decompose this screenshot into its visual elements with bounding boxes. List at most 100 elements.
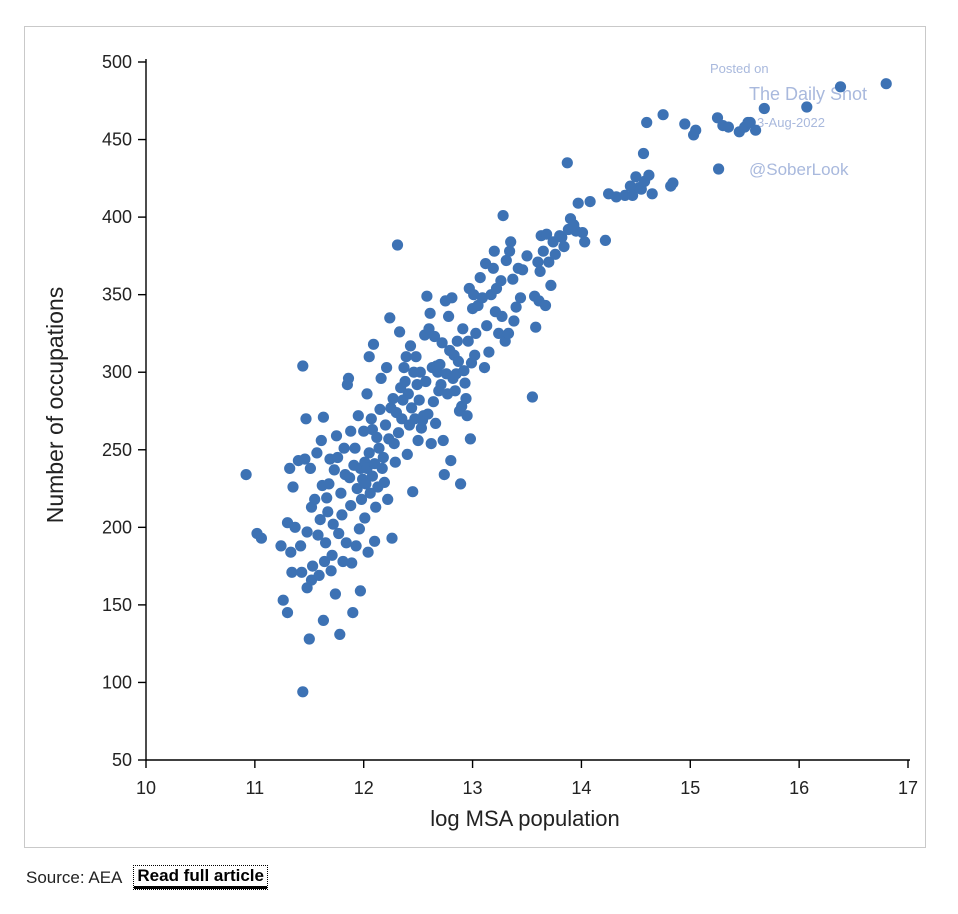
data-point — [414, 366, 426, 378]
data-point — [366, 470, 378, 482]
data-point — [459, 377, 471, 389]
data-point — [275, 540, 287, 552]
source-text: Source: AEA — [26, 867, 123, 887]
x-tick-label: 17 — [898, 778, 918, 798]
data-point — [445, 455, 457, 467]
data-point — [336, 509, 348, 521]
data-point — [284, 462, 296, 474]
data-point — [470, 327, 482, 339]
x-tick-label: 16 — [789, 778, 809, 798]
data-point — [355, 493, 368, 505]
data-point — [317, 614, 329, 627]
data-point — [443, 310, 455, 322]
data-point — [637, 147, 650, 160]
data-point — [462, 335, 474, 347]
y-tick-label: 450 — [102, 130, 132, 150]
data-point — [545, 279, 557, 291]
data-point — [382, 493, 394, 505]
data-point — [474, 272, 486, 284]
data-point — [667, 177, 679, 189]
data-point — [496, 310, 508, 322]
data-point — [322, 506, 334, 518]
data-point — [299, 453, 311, 465]
data-point — [378, 476, 390, 488]
data-point — [413, 394, 425, 406]
data-point — [304, 462, 316, 474]
data-point — [333, 527, 345, 540]
data-point — [389, 456, 401, 468]
data-point — [402, 388, 414, 400]
data-point — [388, 438, 400, 450]
data-point — [326, 549, 338, 561]
y-tick-label: 200 — [102, 517, 132, 537]
data-point — [359, 512, 371, 524]
data-point — [377, 451, 389, 464]
data-point — [311, 447, 323, 459]
data-point — [641, 116, 653, 129]
data-point — [610, 191, 622, 203]
data-point — [381, 362, 393, 374]
data-point — [543, 256, 555, 268]
data-point — [325, 565, 337, 577]
data-point — [627, 189, 639, 201]
data-point — [358, 425, 370, 437]
data-point — [360, 478, 372, 490]
data-point — [517, 264, 529, 276]
data-point — [451, 335, 463, 347]
data-point — [365, 413, 377, 425]
data-point — [344, 472, 356, 484]
data-point — [624, 180, 637, 192]
data-point — [286, 566, 298, 578]
data-point — [438, 469, 450, 481]
data-point — [534, 265, 546, 277]
data-point — [572, 197, 584, 209]
data-point — [880, 78, 892, 90]
data-point — [398, 362, 410, 374]
data-point — [285, 546, 297, 558]
data-point — [630, 171, 642, 183]
data-point — [312, 529, 324, 541]
watermark-handle: @SoberLook — [749, 160, 849, 179]
data-point — [332, 451, 344, 464]
source-footer: Source: AEA Read full article — [26, 865, 268, 890]
data-point — [379, 419, 392, 431]
data-point — [307, 560, 319, 572]
data-point — [345, 425, 357, 437]
y-tick-label: 250 — [102, 440, 132, 460]
data-point — [400, 351, 412, 363]
read-full-article-link[interactable]: Read full article — [133, 865, 268, 890]
data-point — [297, 686, 309, 698]
data-point — [314, 514, 326, 526]
data-point — [428, 330, 441, 343]
data-point — [500, 254, 512, 267]
data-point — [350, 540, 362, 552]
data-point — [297, 360, 309, 372]
data-point — [758, 102, 770, 115]
data-point — [584, 196, 596, 208]
data-point — [353, 523, 365, 535]
data-point — [301, 526, 313, 538]
data-point — [537, 245, 549, 257]
data-point — [317, 411, 329, 423]
y-tick-label: 150 — [102, 595, 132, 615]
data-point — [362, 546, 374, 558]
data-point — [481, 320, 493, 332]
watermark-posted-on: Posted on — [710, 61, 769, 76]
y-tick-label: 350 — [102, 285, 132, 305]
data-point — [391, 239, 404, 251]
data-point — [711, 112, 724, 124]
data-point — [487, 262, 499, 274]
data-point — [425, 438, 437, 450]
data-point — [646, 188, 658, 200]
data-point — [495, 275, 507, 287]
data-point — [407, 486, 419, 498]
data-point — [406, 402, 418, 414]
x-tick-label: 10 — [136, 778, 156, 798]
data-point — [345, 500, 357, 512]
data-point — [476, 292, 488, 304]
y-tick-label: 50 — [112, 750, 132, 770]
data-point — [329, 588, 341, 600]
data-point — [478, 362, 491, 374]
data-point — [347, 607, 359, 619]
data-point — [394, 326, 406, 338]
